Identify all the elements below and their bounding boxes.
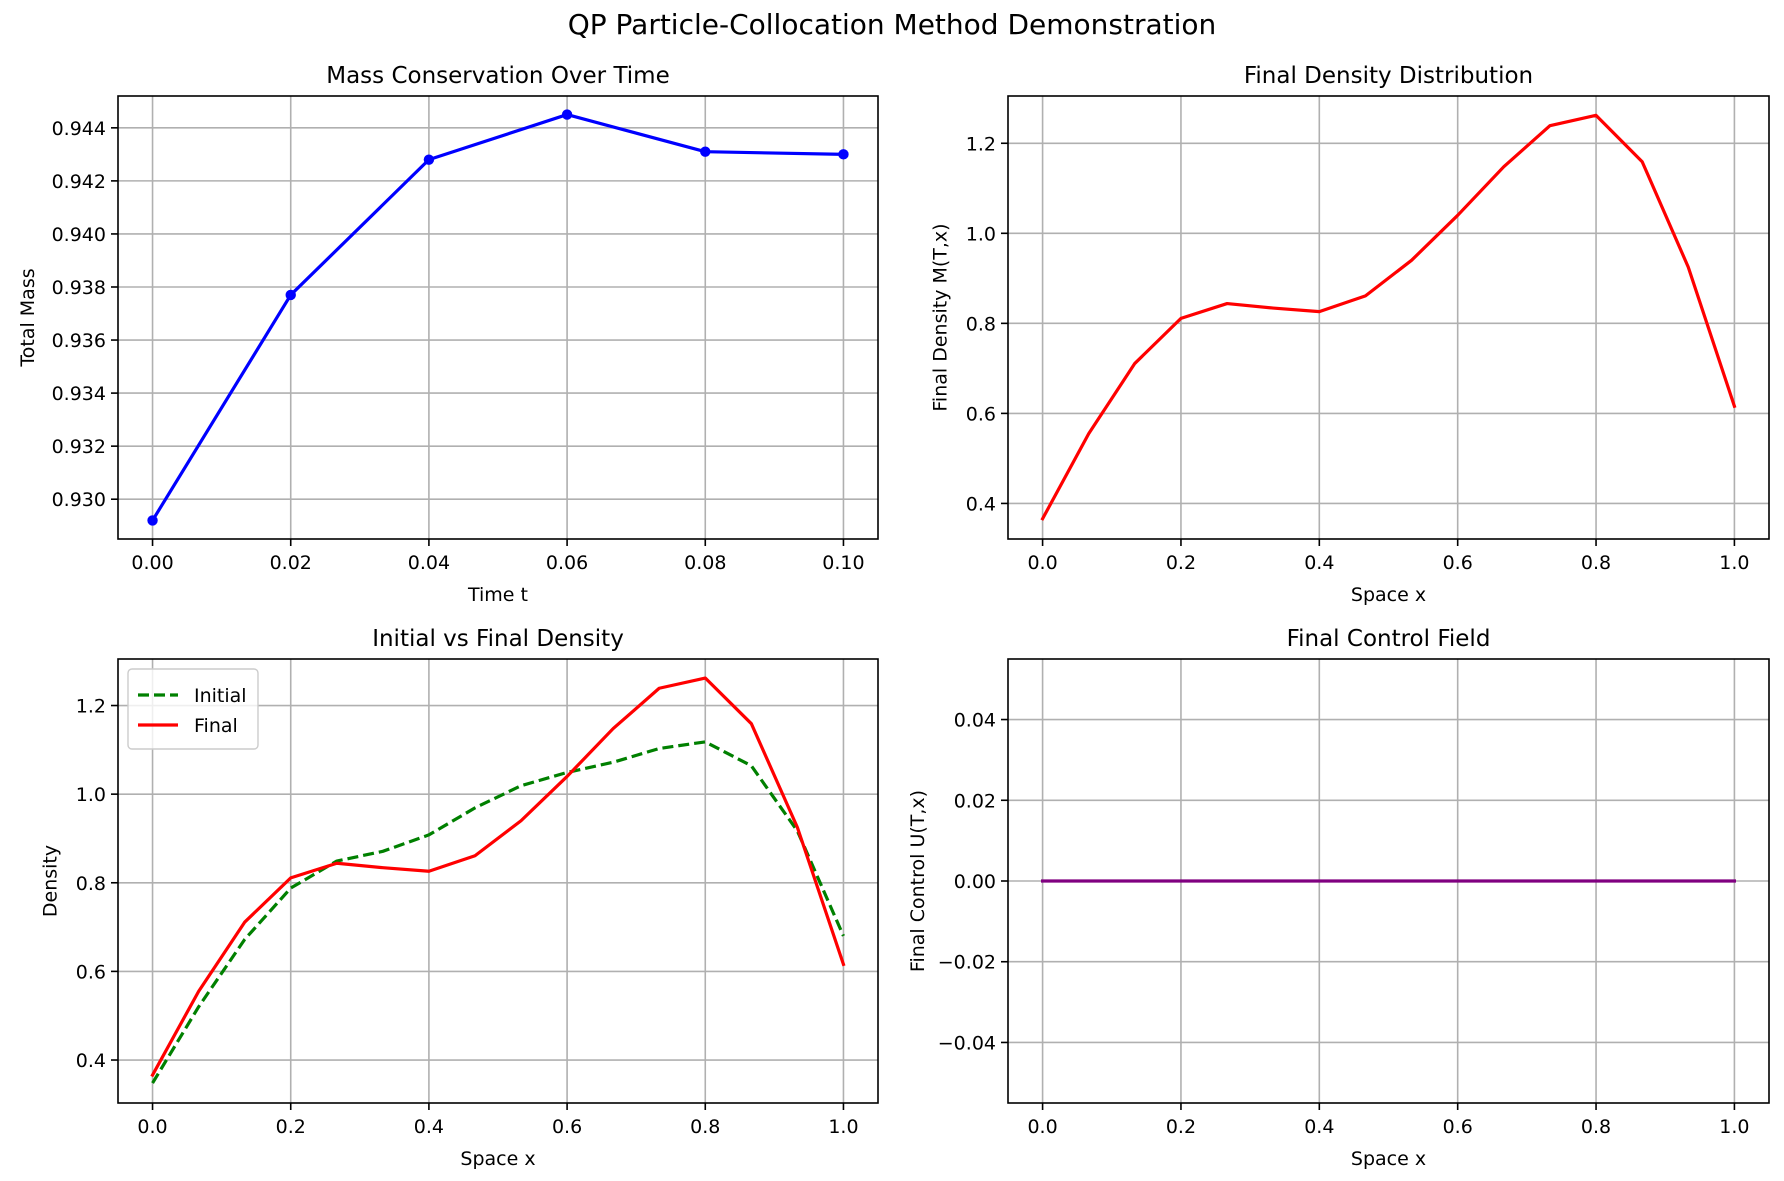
y-tick-label: 0.934 (52, 383, 106, 405)
x-tick-label: 0.4 (1304, 1116, 1334, 1138)
y-tick-label: 0.6 (966, 403, 996, 425)
data-point (700, 146, 711, 157)
x-tick-label: 0.0 (1027, 1116, 1057, 1138)
x-tick-label: 0.2 (1166, 552, 1196, 574)
data-point (561, 109, 573, 120)
y-tick-label: 0.6 (76, 961, 106, 983)
y-tick-label: 1.2 (76, 696, 106, 718)
data-point (838, 149, 849, 160)
x-tick-label: 0.00 (131, 552, 173, 574)
y-tick-label: 0.4 (966, 493, 996, 515)
y-tick-label: −0.02 (938, 952, 996, 974)
series-line-final (150, 676, 846, 1078)
x-axis-label: Time t (467, 584, 528, 606)
y-axis-label: Density (39, 845, 61, 917)
legend-label-initial: Initial (194, 685, 247, 707)
x-tick-label: 0.8 (1581, 1116, 1611, 1138)
y-tick-label: 1.2 (966, 133, 996, 155)
subplot-2: 0.0 0.2 0.4 0.6 0.8 1.0 0.4 0.6 0.8 1.0 1.2 Final D… (929, 63, 1770, 606)
x-tick-label: 0.0 (137, 1116, 167, 1138)
series-line-initial (151, 740, 845, 1084)
x-tick-label: 0.4 (1304, 552, 1334, 574)
data-point (147, 515, 158, 526)
figure-title: QP Particle-Collocation Method Demonstra… (567, 8, 1217, 41)
subplot-4: 0.0 0.2 0.4 0.6 0.8 1.0 −0.04 −0.02 0.00 0.02 0.04… (907, 626, 1770, 1170)
y-tick-label: 1.0 (966, 223, 996, 245)
series-line-1 (150, 112, 846, 523)
y-tick-label: 1.0 (76, 784, 106, 806)
y-tick-label: 0.940 (52, 224, 106, 246)
subplot-title: Mass Conservation Over Time (326, 63, 670, 89)
axes-frame (117, 658, 879, 1104)
x-tick-label: 0.08 (684, 552, 726, 574)
y-tick-label: 0.942 (52, 171, 106, 193)
y-tick-label: 0.00 (954, 871, 996, 893)
y-tick-label: 0.932 (52, 436, 106, 458)
subplot-title: Initial vs Final Density (372, 626, 624, 652)
y-tick-label: −0.04 (938, 1032, 996, 1054)
data-point (423, 154, 435, 165)
data-point (285, 289, 296, 301)
y-axis-label: Total Mass (17, 268, 39, 367)
x-axis-label: Space x (460, 1148, 535, 1170)
y-axis-label: Final Density M(T,x) (929, 223, 951, 411)
x-tick-label: 1.0 (828, 1116, 858, 1138)
x-tick-label: 0.02 (270, 552, 312, 574)
x-tick-label: 1.0 (1719, 552, 1749, 574)
y-tick-label: 0.04 (954, 710, 996, 732)
y-tick-label: 0.938 (52, 277, 106, 299)
x-tick-label: 0.6 (552, 1116, 582, 1138)
y-tick-label: 0.944 (52, 118, 106, 140)
axes-frame (117, 95, 879, 540)
x-tick-label: 0.8 (690, 1116, 720, 1138)
legend-box (127, 668, 259, 750)
x-tick-label: 0.06 (546, 552, 588, 574)
x-tick-label: 0.6 (1443, 1116, 1473, 1138)
subplot-title: Final Density Distribution (1244, 63, 1533, 89)
y-tick-label: 0.936 (52, 330, 106, 352)
y-tick-label: 0.8 (966, 313, 996, 335)
x-tick-label: 0.8 (1581, 552, 1611, 574)
y-axis-label: Final Control U(T,x) (907, 790, 929, 972)
y-tick-label: 0.02 (954, 790, 996, 812)
y-tick-label: 0.4 (76, 1050, 106, 1072)
subplot-3: 0.0 0.2 0.4 0.6 0.8 1.0 0.4 0.6 0.8 1.0 1.2 Initial… (39, 626, 879, 1170)
subplot-title: Final Control Field (1287, 626, 1491, 652)
axes-frame (1007, 95, 1770, 540)
subplot-1: 0.00 0.02 0.04 0.06 0.08 0.10 0.930 0.932 0.934 0… (17, 63, 879, 606)
x-tick-label: 1.0 (1719, 1116, 1749, 1138)
x-tick-label: 0.2 (276, 1116, 306, 1138)
x-axis-label: Space x (1351, 1148, 1426, 1170)
x-tick-label: 0.2 (1166, 1116, 1196, 1138)
x-tick-label: 0.04 (408, 552, 450, 574)
x-tick-label: 0.4 (414, 1116, 444, 1138)
x-tick-label: 0.6 (1443, 552, 1473, 574)
x-tick-label: 0.10 (822, 552, 864, 574)
legend-label-final: Final (194, 715, 238, 737)
x-tick-label: 0.0 (1027, 552, 1057, 574)
x-axis-label: Space x (1351, 584, 1426, 606)
series-line-1 (1040, 113, 1737, 521)
y-tick-label: 0.8 (76, 873, 106, 895)
y-tick-label: 0.930 (52, 489, 106, 511)
legend: Initial Final (127, 668, 259, 750)
